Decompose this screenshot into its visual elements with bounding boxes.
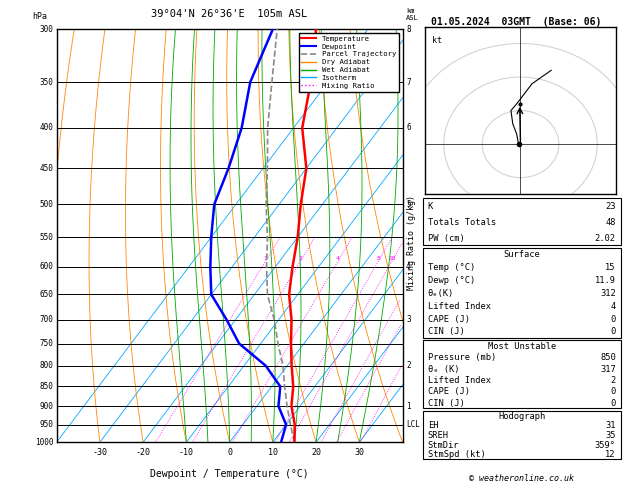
Text: 15: 15	[605, 263, 616, 272]
Text: 39°04'N 26°36'E  105m ASL: 39°04'N 26°36'E 105m ASL	[152, 9, 308, 19]
Text: K: K	[428, 202, 433, 211]
Text: 350: 350	[39, 78, 53, 87]
Text: Mixing Ratio (g/kg): Mixing Ratio (g/kg)	[408, 195, 416, 291]
Text: SREH: SREH	[428, 431, 448, 440]
Text: Pressure (mb): Pressure (mb)	[428, 353, 496, 362]
Text: 8: 8	[376, 256, 380, 261]
Text: StmSpd (kt): StmSpd (kt)	[428, 451, 486, 459]
Text: 4: 4	[611, 302, 616, 311]
Text: 35: 35	[605, 431, 616, 440]
Text: 400: 400	[39, 123, 53, 132]
Text: CIN (J): CIN (J)	[428, 328, 464, 336]
Text: 7: 7	[406, 78, 411, 87]
Text: 900: 900	[39, 401, 53, 411]
Text: 0: 0	[611, 387, 616, 396]
Text: θₑ(K): θₑ(K)	[428, 289, 454, 298]
Text: PW (cm): PW (cm)	[428, 234, 464, 243]
Text: 312: 312	[600, 289, 616, 298]
Text: 31: 31	[605, 421, 616, 430]
Text: 1000: 1000	[35, 438, 53, 447]
Text: Dewpoint / Temperature (°C): Dewpoint / Temperature (°C)	[150, 469, 309, 479]
Text: 01.05.2024  03GMT  (Base: 06): 01.05.2024 03GMT (Base: 06)	[431, 17, 601, 27]
Text: 850: 850	[600, 353, 616, 362]
Text: 550: 550	[39, 233, 53, 242]
Text: LCL: LCL	[406, 420, 420, 429]
Text: 10: 10	[268, 449, 278, 457]
Text: 300: 300	[39, 25, 53, 34]
Text: 11.9: 11.9	[595, 276, 616, 285]
Text: -30: -30	[92, 449, 108, 457]
Text: hPa: hPa	[33, 12, 47, 21]
Text: Totals Totals: Totals Totals	[428, 218, 496, 227]
Text: Temp (°C): Temp (°C)	[428, 263, 475, 272]
Text: 359°: 359°	[595, 441, 616, 450]
Text: 0: 0	[611, 314, 616, 324]
Text: Most Unstable: Most Unstable	[487, 342, 556, 351]
Text: 0: 0	[227, 449, 232, 457]
Text: 4: 4	[406, 262, 411, 272]
Text: StmDir: StmDir	[428, 441, 459, 450]
Text: 12: 12	[605, 451, 616, 459]
Text: 4: 4	[336, 256, 340, 261]
Text: 317: 317	[600, 364, 616, 374]
Text: 1: 1	[406, 401, 411, 411]
Legend: Temperature, Dewpoint, Parcel Trajectory, Dry Adiabat, Wet Adiabat, Isotherm, Mi: Temperature, Dewpoint, Parcel Trajectory…	[299, 33, 399, 92]
Text: 450: 450	[39, 164, 53, 173]
Text: 23: 23	[605, 202, 616, 211]
Text: CAPE (J): CAPE (J)	[428, 387, 470, 396]
Text: 2.02: 2.02	[595, 234, 616, 243]
Text: Hodograph: Hodograph	[498, 412, 545, 420]
Text: 0: 0	[611, 399, 616, 408]
Text: 8: 8	[406, 25, 411, 34]
Text: 950: 950	[39, 420, 53, 429]
Text: 850: 850	[39, 382, 53, 391]
Text: CAPE (J): CAPE (J)	[428, 314, 470, 324]
Text: 650: 650	[39, 290, 53, 299]
Text: 0: 0	[611, 328, 616, 336]
Text: 10: 10	[388, 256, 396, 261]
Text: 2: 2	[299, 256, 303, 261]
Text: 2: 2	[406, 361, 411, 370]
Text: θₑ (K): θₑ (K)	[428, 364, 459, 374]
Text: 500: 500	[39, 200, 53, 209]
Text: Lifted Index: Lifted Index	[428, 376, 491, 385]
Text: Dewp (°C): Dewp (°C)	[428, 276, 475, 285]
Text: 1: 1	[264, 256, 267, 261]
Text: 3: 3	[406, 315, 411, 324]
Text: 750: 750	[39, 339, 53, 348]
Text: 20: 20	[311, 449, 321, 457]
Text: Lifted Index: Lifted Index	[428, 302, 491, 311]
Text: 2: 2	[611, 376, 616, 385]
Text: 6: 6	[406, 123, 411, 132]
Text: © weatheronline.co.uk: © weatheronline.co.uk	[469, 474, 574, 483]
Text: 5: 5	[406, 200, 411, 209]
Text: Surface: Surface	[503, 250, 540, 260]
Text: CIN (J): CIN (J)	[428, 399, 464, 408]
Text: kt: kt	[432, 36, 442, 46]
Text: EH: EH	[428, 421, 438, 430]
Text: 30: 30	[354, 449, 364, 457]
Text: 700: 700	[39, 315, 53, 324]
Text: 48: 48	[605, 218, 616, 227]
Text: 600: 600	[39, 262, 53, 272]
Text: -20: -20	[136, 449, 150, 457]
Text: km
ASL: km ASL	[406, 8, 419, 21]
Text: 800: 800	[39, 361, 53, 370]
Text: -10: -10	[179, 449, 194, 457]
